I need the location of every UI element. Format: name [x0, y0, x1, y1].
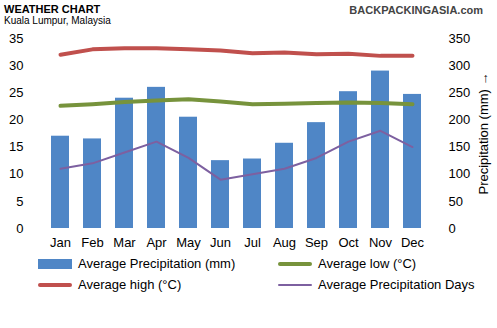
- html-text:Average Precipitation (mm): Average Precipitation (mm): [78, 256, 236, 271]
- svg-text:350: 350: [449, 31, 471, 46]
- html-text:WEATHER CHART: WEATHER CHART: [4, 3, 101, 15]
- svg-text:Feb: Feb: [81, 235, 103, 250]
- svg-text:20: 20: [9, 112, 23, 127]
- svg-text:200: 200: [449, 112, 471, 127]
- svg-text:25: 25: [9, 85, 23, 100]
- svg-text:Jun: Jun: [210, 235, 231, 250]
- svg-text:0: 0: [16, 221, 23, 236]
- svg-text:15: 15: [9, 139, 23, 154]
- svg-text:30: 30: [9, 58, 23, 73]
- svg-text:35: 35: [9, 31, 23, 46]
- svg-text:100: 100: [449, 166, 471, 181]
- html-text:Average low (°C): Average low (°C): [318, 256, 417, 271]
- svg-text:May: May: [176, 235, 201, 250]
- svg-text:Jan: Jan: [50, 235, 71, 250]
- svg-text:Apr: Apr: [146, 235, 167, 250]
- svg-text:Jul: Jul: [244, 235, 261, 250]
- svg-text:300: 300: [449, 58, 471, 73]
- html-text:Average Precipitation Days: Average Precipitation Days: [318, 277, 475, 292]
- html-text:Kuala Lumpur, Malaysia: Kuala Lumpur, Malaysia: [4, 15, 111, 26]
- svg-text:Oct: Oct: [338, 235, 359, 250]
- svg-text:Mar: Mar: [113, 235, 136, 250]
- svg-text:Nov: Nov: [369, 235, 393, 250]
- svg-text:Aug: Aug: [273, 235, 296, 250]
- svg-text:5: 5: [16, 194, 23, 209]
- svg-text:0: 0: [449, 221, 456, 236]
- html-text:Average high (°C): Average high (°C): [78, 277, 182, 292]
- svg-text:250: 250: [449, 85, 471, 100]
- html-text:BACKPACKINGASIA.com: BACKPACKINGASIA.com: [349, 4, 483, 16]
- svg-text:Sep: Sep: [305, 235, 328, 250]
- svg-text:150: 150: [449, 139, 471, 154]
- svg-text:Dec: Dec: [401, 235, 425, 250]
- svg-text:50: 50: [449, 194, 463, 209]
- svg-text:Precipitation (mm) →: Precipitation (mm) →: [476, 72, 491, 194]
- svg-text:10: 10: [9, 166, 23, 181]
